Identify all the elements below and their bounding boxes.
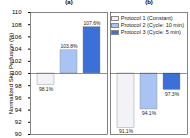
svg-text:108: 108 [11, 22, 22, 28]
svg-text:Normalized Skin Perfusion (%): Normalized Skin Perfusion (%) [8, 33, 14, 115]
svg-text:96: 96 [15, 95, 22, 101]
svg-text:106: 106 [11, 33, 22, 40]
svg-text:97.3%: 97.3% [165, 91, 180, 97]
svg-text:98: 98 [15, 83, 22, 89]
html-text:Protocol 2 (Cycle: 10 min): Protocol 2 (Cycle: 10 min) [120, 22, 184, 28]
svg-text:94.1%: 94.1% [142, 110, 157, 116]
html-text:Protocol 3 (Cycle: 5 min): Protocol 3 (Cycle: 5 min) [120, 29, 181, 35]
svg-text:(b): (b) [145, 0, 153, 5]
html-text:Protocol 1 (Constant): Protocol 1 (Constant) [120, 15, 173, 21]
svg-text:103.8%: 103.8% [61, 43, 79, 49]
svg-text:98.1%: 98.1% [39, 86, 54, 92]
svg-text:110: 110 [12, 9, 22, 15]
svg-text:92: 92 [15, 119, 22, 125]
svg-text:91.1%: 91.1% [119, 128, 134, 134]
svg-text:94: 94 [15, 107, 22, 113]
svg-text:100: 100 [11, 70, 22, 77]
svg-text:(a): (a) [65, 0, 72, 5]
svg-text:102: 102 [11, 58, 22, 65]
svg-text:107.6%: 107.6% [84, 20, 102, 26]
svg-text:104: 104 [11, 46, 22, 52]
svg-text:90: 90 [15, 131, 22, 137]
